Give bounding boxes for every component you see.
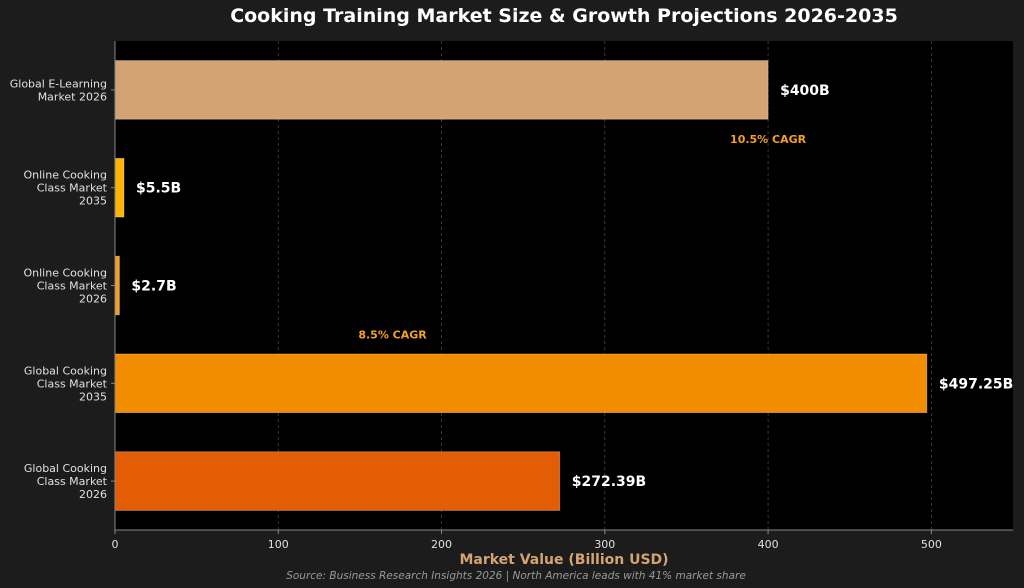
bars bbox=[114, 60, 928, 511]
x-axis-ticks: 0 100 200 300 400 500 bbox=[112, 530, 942, 551]
y-tick-label-line: Online Cooking bbox=[24, 169, 108, 182]
y-tick-label-line: Online Cooking bbox=[24, 267, 108, 280]
y-tick-label-line: Class Market bbox=[37, 377, 108, 390]
bar-value-label: $272.39B bbox=[572, 474, 646, 490]
bar-value-label: $5.5B bbox=[136, 181, 181, 197]
y-tick-label-line: Class Market bbox=[37, 280, 108, 293]
bar bbox=[114, 451, 561, 511]
y-tick-label-line: 2026 bbox=[79, 293, 107, 306]
bar bbox=[114, 255, 120, 316]
bar bbox=[114, 353, 928, 414]
y-tick-label-line: 2035 bbox=[79, 390, 107, 403]
annotations: 10.5% CAGR 8.5% CAGR bbox=[358, 133, 806, 342]
y-tick-label: Global Cooking Class Market 2026 bbox=[24, 462, 108, 501]
bar bbox=[114, 157, 125, 218]
source-note: Source: Business Research Insights 2026 … bbox=[286, 570, 746, 582]
y-tick-label-line: Market 2026 bbox=[38, 90, 107, 103]
x-tick-label: 400 bbox=[758, 538, 779, 551]
y-tick-label-line: Class Market bbox=[37, 475, 108, 488]
y-tick-label-line: Class Market bbox=[37, 182, 108, 195]
x-tick-label: 0 bbox=[112, 538, 119, 551]
y-tick-label-line: 2026 bbox=[79, 488, 107, 501]
x-tick-label: 500 bbox=[921, 538, 942, 551]
cagr-annotation: 10.5% CAGR bbox=[730, 133, 807, 146]
x-tick-label: 100 bbox=[268, 538, 289, 551]
value-labels: $400B $5.5B $2.7B $497.25B $272.39B bbox=[131, 83, 1013, 490]
x-tick-label: 300 bbox=[594, 538, 615, 551]
y-tick-label: Global Cooking Class Market 2035 bbox=[24, 364, 108, 403]
cagr-annotation: 8.5% CAGR bbox=[358, 328, 427, 341]
y-tick-label-line: Global E-Learning bbox=[10, 77, 107, 90]
y-axis-ticks: Global E-Learning Market 2026 Online Cooki… bbox=[10, 77, 115, 501]
y-tick-label-line: Global Cooking bbox=[24, 364, 107, 377]
bar-value-label: $2.7B bbox=[131, 279, 176, 295]
chart-title: Cooking Training Market Size & Growth Pr… bbox=[230, 5, 898, 27]
bar-value-label: $497.25B bbox=[939, 376, 1013, 392]
y-tick-label: Global E-Learning Market 2026 bbox=[10, 77, 107, 103]
y-tick-label: Online Cooking Class Market 2026 bbox=[24, 267, 108, 306]
y-tick-label-line: Global Cooking bbox=[24, 462, 107, 475]
plot-area bbox=[115, 41, 1013, 530]
x-tick-label: 200 bbox=[431, 538, 452, 551]
bar bbox=[114, 60, 769, 120]
y-tick-label-line: 2035 bbox=[79, 195, 107, 208]
bar-value-label: $400B bbox=[780, 83, 830, 99]
y-tick-label: Online Cooking Class Market 2035 bbox=[24, 169, 108, 208]
x-axis-label: Market Value (Billion USD) bbox=[459, 552, 668, 568]
